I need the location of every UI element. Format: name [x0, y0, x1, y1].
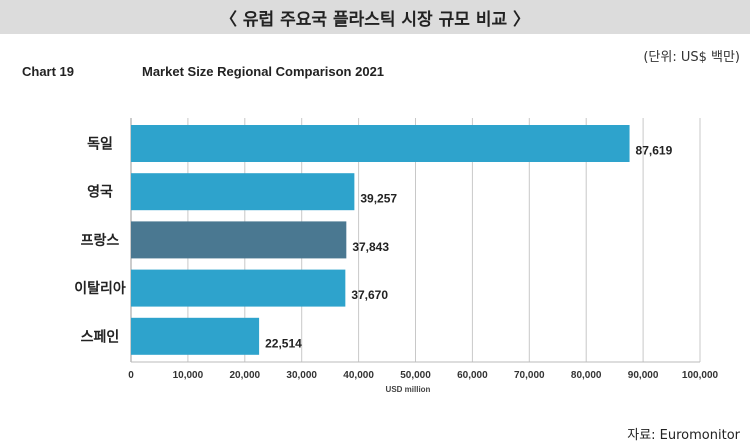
data-label: 87,619	[636, 144, 673, 158]
x-tick-label: 70,000	[514, 370, 545, 381]
header-bar: 〈 유럽 주요국 플라스틱 시장 규모 비교 〉	[0, 0, 750, 34]
x-tick-label: 60,000	[457, 370, 488, 381]
x-tick-label: 100,000	[682, 370, 719, 381]
x-tick-label: 50,000	[400, 370, 431, 381]
x-tick-label: 40,000	[343, 370, 374, 381]
category-label: 영국	[87, 184, 113, 201]
bar	[131, 173, 355, 211]
page-title: 〈 유럽 주요국 플라스틱 시장 규모 비교 〉	[219, 9, 531, 30]
bar	[131, 221, 347, 259]
data-label: 37,670	[351, 288, 388, 302]
data-label: 39,257	[360, 192, 397, 206]
data-label: 37,843	[352, 240, 389, 254]
category-label: 스페인	[81, 328, 120, 345]
x-tick-label: 10,000	[173, 370, 204, 381]
x-tick-label: 90,000	[628, 370, 659, 381]
data-label: 22,514	[265, 336, 302, 350]
chart-number-label: Chart 19	[22, 64, 75, 79]
bar	[131, 269, 346, 307]
bar	[131, 125, 630, 162]
chart-title: Market Size Regional Comparison 2021	[142, 64, 385, 79]
x-tick-label: 20,000	[230, 370, 261, 381]
chart-panel	[4, 40, 746, 416]
category-label: 이탈리아	[74, 280, 126, 297]
x-axis-label: USD million	[386, 385, 431, 394]
category-label: 프랑스	[81, 233, 120, 249]
source-note: 자료: Euromonitor	[627, 428, 740, 443]
unit-note: (단위: US$ 백만)	[643, 50, 740, 65]
category-label: 독일	[87, 137, 113, 153]
x-tick-label: 80,000	[571, 370, 602, 381]
x-tick-label: 0	[128, 370, 134, 381]
x-tick-label: 30,000	[286, 370, 317, 381]
bar	[131, 317, 260, 355]
